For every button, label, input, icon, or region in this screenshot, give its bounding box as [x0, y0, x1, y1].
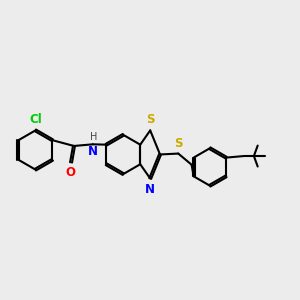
Text: N: N — [145, 182, 155, 196]
Text: N: N — [88, 145, 98, 158]
Text: H: H — [90, 132, 97, 142]
Text: O: O — [65, 166, 75, 178]
Text: Cl: Cl — [29, 113, 42, 126]
Text: S: S — [146, 113, 154, 126]
Text: S: S — [174, 136, 182, 150]
